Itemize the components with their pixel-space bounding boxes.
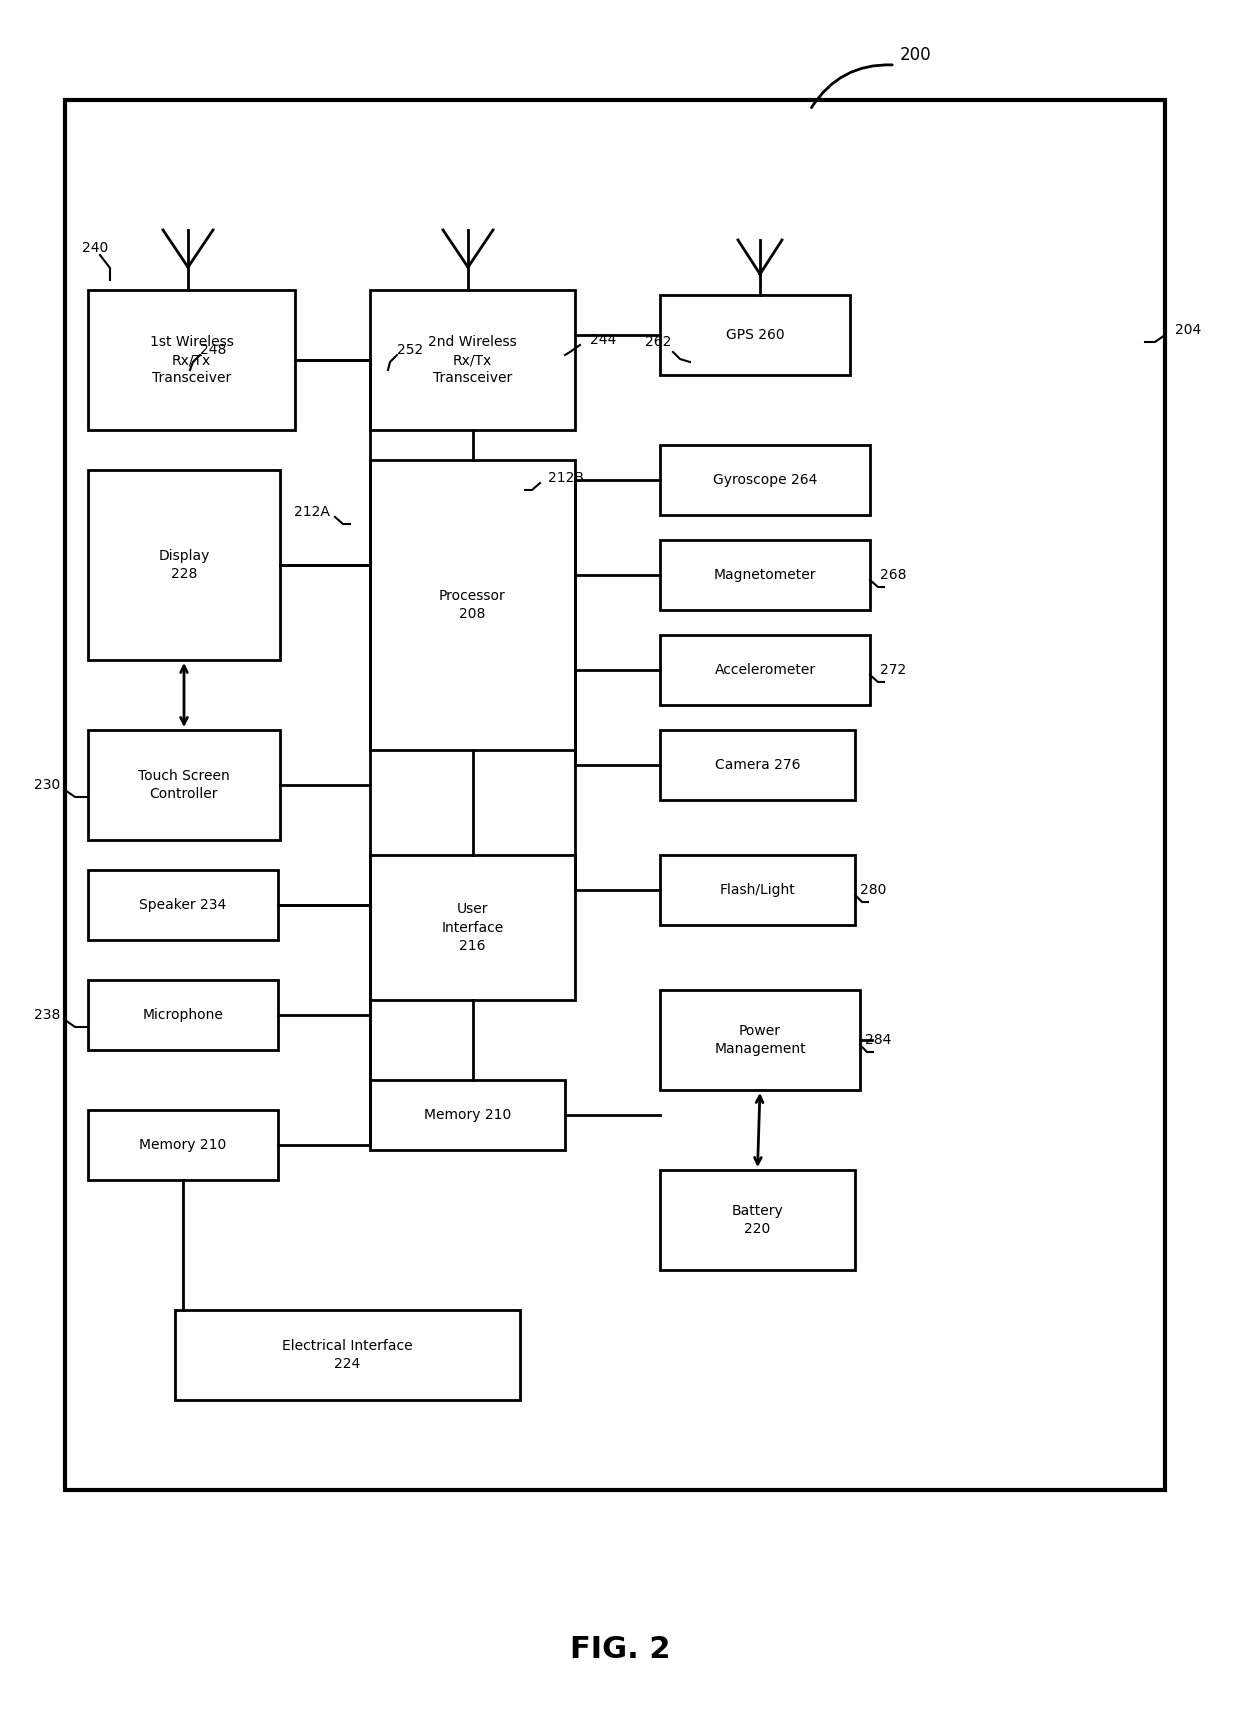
Text: Processor
208: Processor 208 bbox=[439, 589, 506, 621]
Bar bbox=[88, 1110, 278, 1181]
Bar bbox=[660, 1170, 856, 1270]
Text: 2nd Wireless
Rx/Tx
Transceiver: 2nd Wireless Rx/Tx Transceiver bbox=[428, 335, 517, 385]
Text: Power
Management: Power Management bbox=[714, 1023, 806, 1056]
Text: 240: 240 bbox=[82, 241, 108, 255]
Text: Accelerometer: Accelerometer bbox=[714, 662, 816, 678]
Text: Memory 210: Memory 210 bbox=[139, 1138, 227, 1152]
Bar bbox=[88, 289, 295, 429]
Bar bbox=[64, 99, 1166, 1490]
FancyArrowPatch shape bbox=[811, 65, 893, 108]
Bar bbox=[660, 991, 861, 1090]
Bar bbox=[88, 980, 278, 1051]
Bar bbox=[175, 1311, 520, 1400]
Bar bbox=[370, 460, 575, 749]
Text: 200: 200 bbox=[900, 46, 931, 63]
Text: 212A: 212A bbox=[294, 505, 330, 518]
Text: GPS 260: GPS 260 bbox=[725, 329, 785, 342]
Text: 238: 238 bbox=[33, 1008, 60, 1021]
Bar bbox=[660, 856, 856, 926]
Text: Battery
220: Battery 220 bbox=[732, 1205, 784, 1237]
Text: Electrical Interface
224: Electrical Interface 224 bbox=[283, 1338, 413, 1371]
Text: Speaker 234: Speaker 234 bbox=[139, 898, 227, 912]
Text: 280: 280 bbox=[861, 883, 887, 897]
Bar bbox=[660, 445, 870, 515]
Bar bbox=[88, 869, 278, 939]
Text: 230: 230 bbox=[33, 779, 60, 792]
Text: Touch Screen
Controller: Touch Screen Controller bbox=[138, 768, 229, 801]
Text: 272: 272 bbox=[880, 662, 906, 678]
Text: Memory 210: Memory 210 bbox=[424, 1109, 511, 1122]
Text: Gyroscope 264: Gyroscope 264 bbox=[713, 472, 817, 488]
Text: Microphone: Microphone bbox=[143, 1008, 223, 1021]
Text: 212B: 212B bbox=[548, 471, 584, 484]
Text: 284: 284 bbox=[866, 1033, 892, 1047]
Bar bbox=[660, 635, 870, 705]
Bar bbox=[370, 289, 575, 429]
Bar bbox=[660, 541, 870, 611]
Text: Flash/Light: Flash/Light bbox=[719, 883, 795, 897]
Bar bbox=[660, 294, 849, 375]
Text: Camera 276: Camera 276 bbox=[714, 758, 800, 772]
Text: 252: 252 bbox=[397, 342, 423, 358]
Bar bbox=[660, 731, 856, 801]
Text: User
Interface
216: User Interface 216 bbox=[441, 902, 503, 953]
Text: FIG. 2: FIG. 2 bbox=[569, 1636, 671, 1665]
Text: 262: 262 bbox=[645, 335, 671, 349]
Text: Display
228: Display 228 bbox=[159, 549, 210, 582]
Text: 244: 244 bbox=[590, 334, 616, 347]
Bar bbox=[88, 471, 280, 660]
Bar bbox=[370, 856, 575, 999]
Text: 268: 268 bbox=[880, 568, 906, 582]
Bar bbox=[370, 1080, 565, 1150]
Text: Magnetometer: Magnetometer bbox=[714, 568, 816, 582]
Text: 1st Wireless
Rx/Tx
Transceiver: 1st Wireless Rx/Tx Transceiver bbox=[150, 335, 233, 385]
Text: 204: 204 bbox=[1176, 323, 1202, 337]
Text: 248: 248 bbox=[200, 342, 227, 358]
Bar bbox=[88, 731, 280, 840]
